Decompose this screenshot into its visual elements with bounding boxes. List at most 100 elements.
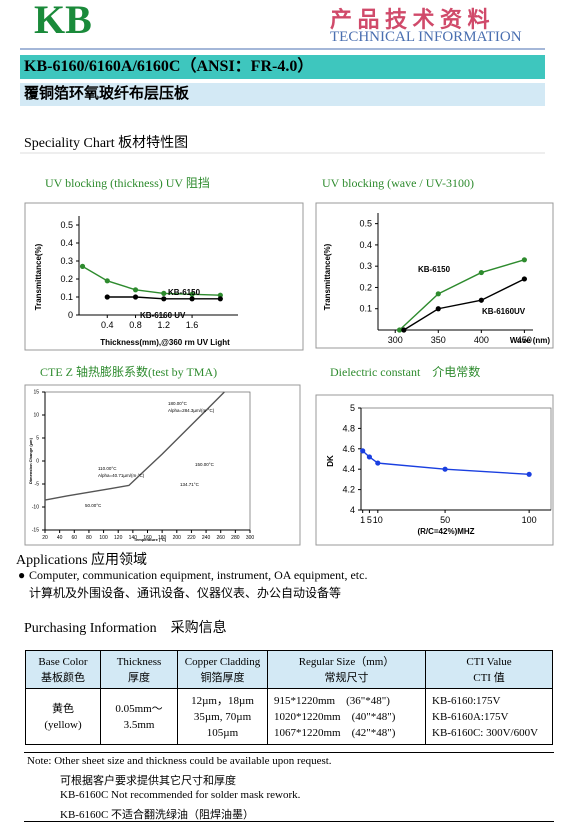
marker	[401, 327, 407, 333]
y-axis-label: Transmittance(%)	[34, 243, 43, 310]
cell-text: Thickness	[116, 655, 162, 668]
cell-text: 1020*1220mm (40"*48")	[274, 710, 396, 723]
cell-text: 0.05mm～	[115, 702, 163, 715]
cell-text: 铜箔厚度	[200, 671, 245, 684]
chart-frame	[315, 394, 554, 546]
x-tick-label: 1	[360, 515, 365, 525]
marker	[435, 306, 441, 312]
cell-text: 常规尺寸	[324, 671, 369, 684]
table-header-cell: Regular Size（mm） 常规尺寸	[268, 651, 426, 689]
marker	[161, 296, 167, 302]
marker	[478, 297, 484, 303]
y-tick-label: 0.3	[359, 261, 372, 271]
cell-text: 3.5mm	[123, 718, 155, 731]
cell-text: 35µm, 70µm	[193, 710, 252, 723]
marker	[161, 290, 167, 296]
marker	[217, 292, 223, 298]
y-tick-label: 0.5	[359, 219, 372, 229]
chart-title: Dielectric constant 介电常数	[330, 364, 480, 379]
x-tick-label: 40	[57, 535, 63, 541]
y-tick-label: 0.5	[60, 220, 73, 230]
table-cell: 915*1220mm (36"*48") 1020*1220mm (40"*48"…	[268, 689, 426, 745]
cell-text: 黄色	[52, 702, 74, 715]
y-axis-label: Transmittance(%)	[323, 243, 332, 310]
x-axis-label: Thickness(mm),@360 rm UV Light	[100, 338, 230, 347]
marker	[521, 276, 527, 282]
x-tick-label: 300	[246, 535, 255, 541]
note: KB-6160C Not recommended for solder mask…	[60, 789, 301, 801]
marker	[79, 263, 86, 269]
x-tick-label: 300	[388, 335, 403, 345]
cell-text: 基板颜色	[41, 671, 85, 684]
bullet: ●	[18, 568, 26, 582]
y-tick-label: 0	[36, 459, 39, 465]
y-tick-label: -10	[32, 505, 39, 511]
section-heading: Purchasing Information 采购信息	[24, 621, 227, 636]
x-axis-label: Wave (nm)	[510, 336, 550, 345]
x-tick-label: 5	[367, 515, 372, 525]
cell-text: 12µm，18µm	[191, 694, 254, 707]
series-line	[44, 391, 225, 501]
cell-text: (yellow)	[44, 718, 82, 731]
chart-frame	[24, 384, 301, 546]
marker	[526, 471, 532, 477]
applications-text: Computer, communication equipment, instr…	[29, 568, 368, 582]
y-tick-label: 0.4	[60, 238, 73, 248]
rule	[24, 821, 554, 822]
cell-text: 915*1220mm (36"*48")	[274, 694, 390, 707]
y-tick-label: 0.3	[60, 256, 73, 266]
x-tick-label: 200	[173, 535, 182, 541]
x-tick-label: 1.6	[186, 320, 199, 330]
y-tick-label: 4	[350, 505, 355, 515]
y-tick-label: 0.2	[60, 274, 73, 284]
y-tick-label: -5	[35, 482, 40, 488]
x-tick-label: 450	[517, 335, 532, 345]
section-heading: Applications 应用领域	[16, 553, 148, 568]
cell-text: Copper Cladding	[184, 655, 261, 668]
logo: KB	[34, 0, 92, 42]
x-tick-label: 350	[431, 335, 446, 345]
chart-frame	[315, 202, 554, 349]
cell-text: KB-6160A:175V	[432, 710, 509, 723]
x-axis-label: Temperature (°C)	[134, 537, 167, 542]
chart-title: UV blocking (wave / UV-3100)	[322, 176, 474, 190]
x-tick-label: 220	[187, 535, 196, 541]
annotation: 50.00°C	[85, 503, 102, 508]
y-tick-label: 5	[350, 403, 355, 413]
y-tick-label: 4.4	[342, 464, 355, 474]
y-tick-label: 4.6	[342, 444, 355, 454]
x-tick-label: 100	[522, 515, 537, 525]
y-tick-label: 15	[33, 390, 39, 396]
series-label: KB-6160 UV	[140, 311, 186, 320]
plot-frame	[360, 407, 552, 511]
y-axis-label: DK	[326, 455, 335, 467]
y-tick-label: 0.1	[359, 304, 372, 314]
cell-text: 1067*1220mm (42"*48")	[274, 726, 396, 739]
x-tick-label: 120	[114, 535, 123, 541]
marker	[442, 466, 448, 472]
cell-text: Base Color	[38, 655, 88, 668]
annotation: 110.00°C	[98, 466, 117, 471]
x-tick-label: 160	[143, 535, 152, 541]
chart-title: CTE Z 轴热膨胀系数(test by TMA)	[40, 364, 217, 379]
series-line	[399, 259, 525, 331]
marker	[375, 460, 381, 466]
annotation: 150.00°C	[195, 462, 215, 467]
x-tick-label: 20	[42, 535, 48, 541]
cell-text: KB-6160:175V	[432, 694, 501, 707]
x-tick-label: 140	[129, 535, 138, 541]
annotation: 134.71°C	[180, 482, 200, 487]
cell-text: CTI 值	[473, 671, 505, 684]
x-tick-label: 10	[373, 515, 383, 525]
table-header-cell: Base Color 基板颜色	[26, 651, 101, 689]
marker	[478, 269, 484, 276]
marker	[189, 291, 195, 297]
series-label: KB-6150	[418, 265, 451, 274]
series-label: KB-6160UV	[482, 307, 526, 316]
x-tick-label: 0.8	[129, 320, 142, 330]
x-tick-label: 60	[72, 535, 78, 541]
cell-text: 105µm	[206, 726, 239, 739]
y-tick-label: 4.2	[342, 485, 355, 495]
series-label: KB-6150	[168, 288, 201, 297]
y-tick-label: -15	[32, 528, 39, 534]
